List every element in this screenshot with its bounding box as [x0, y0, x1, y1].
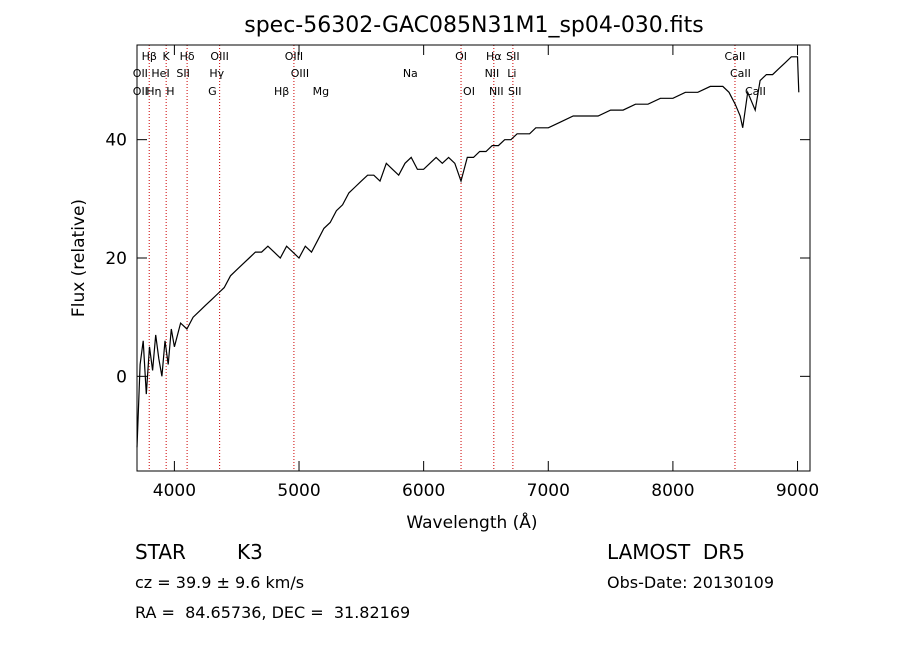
x-tick-label: 5000 [277, 481, 320, 501]
x-axis-label: Wavelength (Å) [406, 511, 537, 533]
marker-label: NII [485, 67, 500, 80]
marker-label: OIII [285, 50, 303, 63]
x-tick-label: 8000 [651, 481, 694, 501]
marker-label: CaII [745, 85, 766, 98]
marker-label: Li [507, 67, 516, 80]
y-axis-ticks: 0 20 40 [105, 131, 810, 387]
spectrum-series-line [136, 56, 800, 448]
marker-label: Hβ [142, 50, 157, 63]
plot-frame [136, 44, 811, 472]
marker-label: Hα [486, 50, 502, 63]
marker-label: OIII [210, 50, 228, 63]
marker-label: H [166, 85, 174, 98]
coordinates: RA = 84.65736, DEC = 31.82169 [135, 603, 411, 622]
object-subclass: K3 [237, 540, 263, 564]
marker-label: OI [455, 50, 467, 63]
x-axis-ticks: 4000 5000 6000 7000 8000 9000 [153, 45, 819, 501]
y-tick-label: 40 [105, 131, 127, 151]
survey-name: LAMOST DR5 [607, 540, 745, 564]
marker-label: K [163, 50, 171, 63]
marker-label: NII [489, 85, 504, 98]
marker-label: SII [508, 85, 521, 98]
y-axis-label: Flux (relative) [69, 199, 89, 317]
marker-label: SII [506, 50, 519, 63]
object-class: STAR [135, 540, 186, 564]
y-tick-label: 0 [116, 367, 127, 387]
marker-label: Na [403, 67, 418, 80]
marker-label: OIII [291, 67, 309, 80]
marker-label: CaII [725, 50, 746, 63]
y-tick-label: 20 [105, 249, 127, 269]
marker-label: OI [463, 85, 475, 98]
redshift-velocity: cz = 39.9 ± 9.6 km/s [135, 573, 305, 592]
marker-label: G [208, 85, 217, 98]
observation-date: Obs-Date: 20130109 [607, 573, 775, 592]
marker-label: HeI [151, 67, 169, 80]
marker-label: Hβ [274, 85, 289, 98]
marker-label: OII [133, 67, 148, 80]
marker-label: Hγ [209, 67, 224, 80]
x-tick-label: 7000 [527, 481, 570, 501]
marker-label: SII [176, 67, 189, 80]
x-tick-label: 6000 [402, 481, 445, 501]
marker-label: CaII [730, 67, 751, 80]
chart-title: spec-56302-GAC085N31M1_sp04-030.fits [244, 13, 704, 38]
x-tick-label: 9000 [776, 481, 819, 501]
spectral-line-markers: Hβ K Hδ OIII OIII OI Hα SII CaII OII HeI SII Hγ OIII N… [133, 45, 766, 471]
x-tick-label: 4000 [153, 481, 196, 501]
marker-label: Hδ [180, 50, 195, 63]
marker-label: Mg [313, 85, 329, 98]
marker-label: Hη [146, 85, 161, 98]
